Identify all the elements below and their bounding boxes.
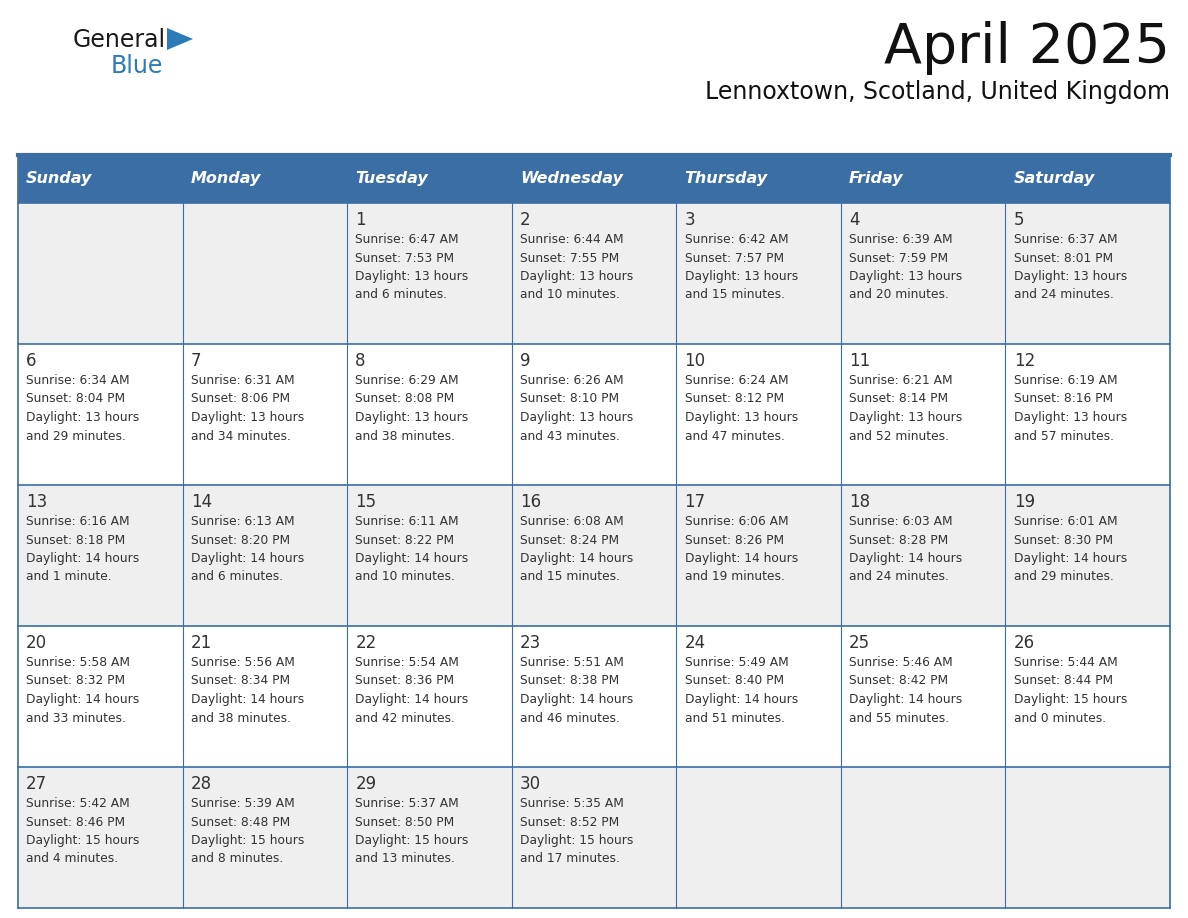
Text: Friday: Friday — [849, 172, 904, 186]
Text: April 2025: April 2025 — [884, 21, 1170, 75]
Text: 19: 19 — [1013, 493, 1035, 511]
Bar — [18, 626, 1170, 767]
Text: Thursday: Thursday — [684, 172, 767, 186]
Text: Wednesday: Wednesday — [520, 172, 623, 186]
Text: 8: 8 — [355, 352, 366, 370]
Text: Sunrise: 6:34 AM
Sunset: 8:04 PM
Daylight: 13 hours
and 29 minutes.: Sunrise: 6:34 AM Sunset: 8:04 PM Dayligh… — [26, 374, 139, 442]
Text: Sunrise: 5:49 AM
Sunset: 8:40 PM
Daylight: 14 hours
and 51 minutes.: Sunrise: 5:49 AM Sunset: 8:40 PM Dayligh… — [684, 656, 798, 724]
Bar — [18, 203, 1170, 344]
Text: 29: 29 — [355, 775, 377, 793]
Text: Sunrise: 5:51 AM
Sunset: 8:38 PM
Daylight: 14 hours
and 46 minutes.: Sunrise: 5:51 AM Sunset: 8:38 PM Dayligh… — [520, 656, 633, 724]
Bar — [512, 155, 676, 203]
Text: 1: 1 — [355, 211, 366, 229]
Text: Sunrise: 5:46 AM
Sunset: 8:42 PM
Daylight: 14 hours
and 55 minutes.: Sunrise: 5:46 AM Sunset: 8:42 PM Dayligh… — [849, 656, 962, 724]
Text: Sunrise: 6:29 AM
Sunset: 8:08 PM
Daylight: 13 hours
and 38 minutes.: Sunrise: 6:29 AM Sunset: 8:08 PM Dayligh… — [355, 374, 468, 442]
Text: 14: 14 — [191, 493, 211, 511]
Text: Sunrise: 5:42 AM
Sunset: 8:46 PM
Daylight: 15 hours
and 4 minutes.: Sunrise: 5:42 AM Sunset: 8:46 PM Dayligh… — [26, 797, 140, 866]
Text: Sunrise: 6:31 AM
Sunset: 8:06 PM
Daylight: 13 hours
and 34 minutes.: Sunrise: 6:31 AM Sunset: 8:06 PM Dayligh… — [191, 374, 304, 442]
Text: 13: 13 — [26, 493, 48, 511]
Text: Sunrise: 6:16 AM
Sunset: 8:18 PM
Daylight: 14 hours
and 1 minute.: Sunrise: 6:16 AM Sunset: 8:18 PM Dayligh… — [26, 515, 139, 584]
Text: 15: 15 — [355, 493, 377, 511]
Text: Sunrise: 6:03 AM
Sunset: 8:28 PM
Daylight: 14 hours
and 24 minutes.: Sunrise: 6:03 AM Sunset: 8:28 PM Dayligh… — [849, 515, 962, 584]
Text: 18: 18 — [849, 493, 871, 511]
Text: Sunrise: 6:47 AM
Sunset: 7:53 PM
Daylight: 13 hours
and 6 minutes.: Sunrise: 6:47 AM Sunset: 7:53 PM Dayligh… — [355, 233, 468, 301]
Text: Sunrise: 6:06 AM
Sunset: 8:26 PM
Daylight: 14 hours
and 19 minutes.: Sunrise: 6:06 AM Sunset: 8:26 PM Dayligh… — [684, 515, 798, 584]
Text: Lennoxtown, Scotland, United Kingdom: Lennoxtown, Scotland, United Kingdom — [704, 80, 1170, 104]
Bar — [1005, 155, 1170, 203]
Text: Sunrise: 6:08 AM
Sunset: 8:24 PM
Daylight: 14 hours
and 15 minutes.: Sunrise: 6:08 AM Sunset: 8:24 PM Dayligh… — [520, 515, 633, 584]
Text: 10: 10 — [684, 352, 706, 370]
Text: Sunday: Sunday — [26, 172, 93, 186]
Text: 21: 21 — [191, 634, 211, 652]
Bar — [18, 767, 1170, 908]
Text: 16: 16 — [520, 493, 541, 511]
Text: Sunrise: 5:39 AM
Sunset: 8:48 PM
Daylight: 15 hours
and 8 minutes.: Sunrise: 5:39 AM Sunset: 8:48 PM Dayligh… — [191, 797, 304, 866]
Text: 22: 22 — [355, 634, 377, 652]
Text: Sunrise: 5:54 AM
Sunset: 8:36 PM
Daylight: 14 hours
and 42 minutes.: Sunrise: 5:54 AM Sunset: 8:36 PM Dayligh… — [355, 656, 468, 724]
Text: Sunrise: 6:13 AM
Sunset: 8:20 PM
Daylight: 14 hours
and 6 minutes.: Sunrise: 6:13 AM Sunset: 8:20 PM Dayligh… — [191, 515, 304, 584]
Text: Blue: Blue — [110, 54, 164, 78]
Text: 23: 23 — [520, 634, 542, 652]
Text: 27: 27 — [26, 775, 48, 793]
Text: 6: 6 — [26, 352, 37, 370]
Text: 9: 9 — [520, 352, 531, 370]
Text: Sunrise: 6:39 AM
Sunset: 7:59 PM
Daylight: 13 hours
and 20 minutes.: Sunrise: 6:39 AM Sunset: 7:59 PM Dayligh… — [849, 233, 962, 301]
Text: Sunrise: 6:42 AM
Sunset: 7:57 PM
Daylight: 13 hours
and 15 minutes.: Sunrise: 6:42 AM Sunset: 7:57 PM Dayligh… — [684, 233, 798, 301]
Text: Monday: Monday — [191, 172, 261, 186]
Text: 7: 7 — [191, 352, 201, 370]
Text: 20: 20 — [26, 634, 48, 652]
Text: Tuesday: Tuesday — [355, 172, 428, 186]
Text: 11: 11 — [849, 352, 871, 370]
Text: 30: 30 — [520, 775, 541, 793]
Text: Sunrise: 6:44 AM
Sunset: 7:55 PM
Daylight: 13 hours
and 10 minutes.: Sunrise: 6:44 AM Sunset: 7:55 PM Dayligh… — [520, 233, 633, 301]
Bar — [18, 344, 1170, 485]
Text: Sunrise: 6:11 AM
Sunset: 8:22 PM
Daylight: 14 hours
and 10 minutes.: Sunrise: 6:11 AM Sunset: 8:22 PM Dayligh… — [355, 515, 468, 584]
Text: Sunrise: 5:35 AM
Sunset: 8:52 PM
Daylight: 15 hours
and 17 minutes.: Sunrise: 5:35 AM Sunset: 8:52 PM Dayligh… — [520, 797, 633, 866]
Text: Sunrise: 6:37 AM
Sunset: 8:01 PM
Daylight: 13 hours
and 24 minutes.: Sunrise: 6:37 AM Sunset: 8:01 PM Dayligh… — [1013, 233, 1127, 301]
Polygon shape — [168, 28, 192, 50]
Text: 3: 3 — [684, 211, 695, 229]
Bar — [676, 155, 841, 203]
Text: Sunrise: 5:58 AM
Sunset: 8:32 PM
Daylight: 14 hours
and 33 minutes.: Sunrise: 5:58 AM Sunset: 8:32 PM Dayligh… — [26, 656, 139, 724]
Text: Saturday: Saturday — [1013, 172, 1095, 186]
Text: 24: 24 — [684, 634, 706, 652]
Text: 26: 26 — [1013, 634, 1035, 652]
Bar — [18, 155, 183, 203]
Text: General: General — [72, 28, 166, 52]
Text: Sunrise: 6:21 AM
Sunset: 8:14 PM
Daylight: 13 hours
and 52 minutes.: Sunrise: 6:21 AM Sunset: 8:14 PM Dayligh… — [849, 374, 962, 442]
Text: Sunrise: 5:37 AM
Sunset: 8:50 PM
Daylight: 15 hours
and 13 minutes.: Sunrise: 5:37 AM Sunset: 8:50 PM Dayligh… — [355, 797, 469, 866]
Bar — [347, 155, 512, 203]
Text: Sunrise: 6:24 AM
Sunset: 8:12 PM
Daylight: 13 hours
and 47 minutes.: Sunrise: 6:24 AM Sunset: 8:12 PM Dayligh… — [684, 374, 798, 442]
Text: 5: 5 — [1013, 211, 1024, 229]
Text: Sunrise: 6:19 AM
Sunset: 8:16 PM
Daylight: 13 hours
and 57 minutes.: Sunrise: 6:19 AM Sunset: 8:16 PM Dayligh… — [1013, 374, 1127, 442]
Text: Sunrise: 5:56 AM
Sunset: 8:34 PM
Daylight: 14 hours
and 38 minutes.: Sunrise: 5:56 AM Sunset: 8:34 PM Dayligh… — [191, 656, 304, 724]
Bar — [841, 155, 1005, 203]
Text: Sunrise: 5:44 AM
Sunset: 8:44 PM
Daylight: 15 hours
and 0 minutes.: Sunrise: 5:44 AM Sunset: 8:44 PM Dayligh… — [1013, 656, 1127, 724]
Text: 4: 4 — [849, 211, 860, 229]
Text: 25: 25 — [849, 634, 871, 652]
Bar — [183, 155, 347, 203]
Text: 2: 2 — [520, 211, 531, 229]
Bar — [18, 485, 1170, 626]
Text: Sunrise: 6:01 AM
Sunset: 8:30 PM
Daylight: 14 hours
and 29 minutes.: Sunrise: 6:01 AM Sunset: 8:30 PM Dayligh… — [1013, 515, 1127, 584]
Text: 17: 17 — [684, 493, 706, 511]
Text: 28: 28 — [191, 775, 211, 793]
Text: 12: 12 — [1013, 352, 1035, 370]
Text: Sunrise: 6:26 AM
Sunset: 8:10 PM
Daylight: 13 hours
and 43 minutes.: Sunrise: 6:26 AM Sunset: 8:10 PM Dayligh… — [520, 374, 633, 442]
